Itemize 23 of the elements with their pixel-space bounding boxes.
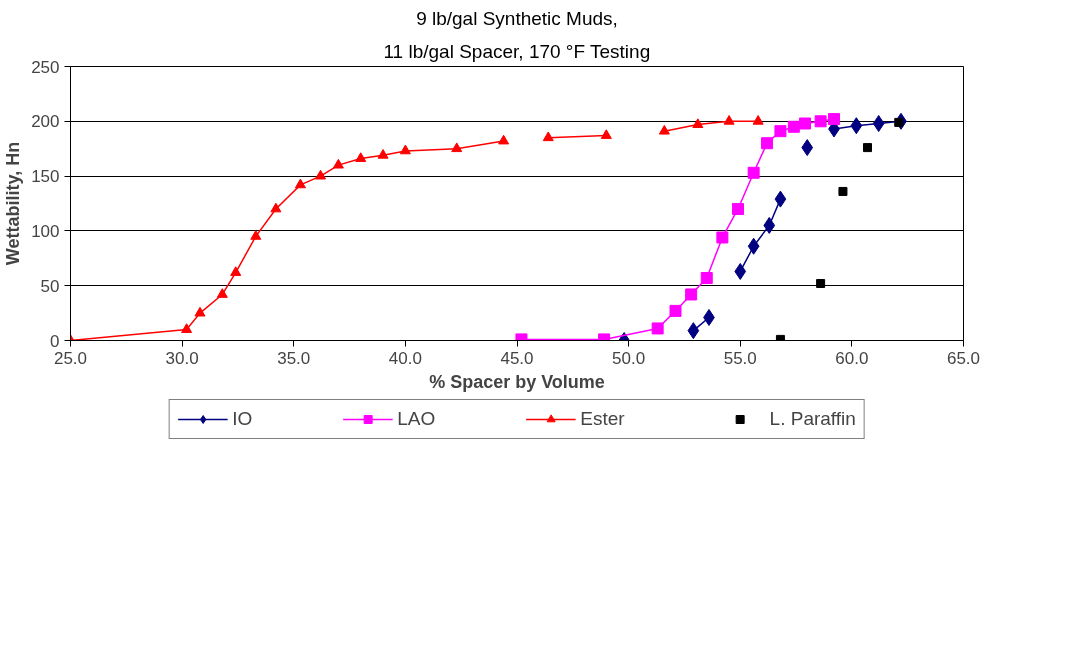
x-tick-label: 25.0 bbox=[53, 348, 88, 368]
x-tick-label: 55.0 bbox=[723, 348, 757, 368]
y-axis-title: Wettability, Hn bbox=[3, 141, 24, 266]
y-tick-label: 150 bbox=[31, 167, 60, 187]
x-tick-label: 40.0 bbox=[388, 348, 422, 368]
x-axis-title: % Spacer by Volume bbox=[429, 371, 605, 392]
x-tick-label: 60.0 bbox=[835, 348, 869, 368]
x-tick-label: 35.0 bbox=[277, 348, 311, 368]
legend-label: IO bbox=[232, 408, 253, 430]
x-tick-label: 45.0 bbox=[500, 348, 534, 368]
y-tick-label: 100 bbox=[31, 221, 60, 241]
legend-label: Ester bbox=[580, 408, 625, 430]
x-tick-label: 50.0 bbox=[612, 348, 646, 368]
y-tick-label: 0 bbox=[50, 331, 60, 351]
legend-label: L. Paraffin bbox=[769, 408, 856, 430]
y-tick-label: 250 bbox=[31, 57, 60, 77]
x-tick-label: 65.0 bbox=[946, 348, 981, 368]
x-tick-label: 30.0 bbox=[165, 348, 199, 368]
y-tick-label: 50 bbox=[40, 276, 60, 296]
chart-subtitle: 11 lb/gal Spacer, 170 °F Testing bbox=[383, 40, 651, 62]
legend-label: LAO bbox=[397, 408, 436, 430]
chart-title: 9 lb/gal Synthetic Muds, bbox=[416, 7, 618, 29]
y-tick-label: 200 bbox=[31, 112, 60, 132]
